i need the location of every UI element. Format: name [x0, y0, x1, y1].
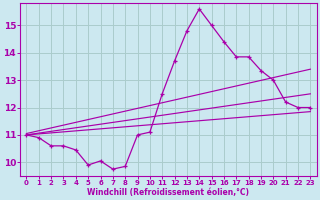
X-axis label: Windchill (Refroidissement éolien,°C): Windchill (Refroidissement éolien,°C): [87, 188, 249, 197]
